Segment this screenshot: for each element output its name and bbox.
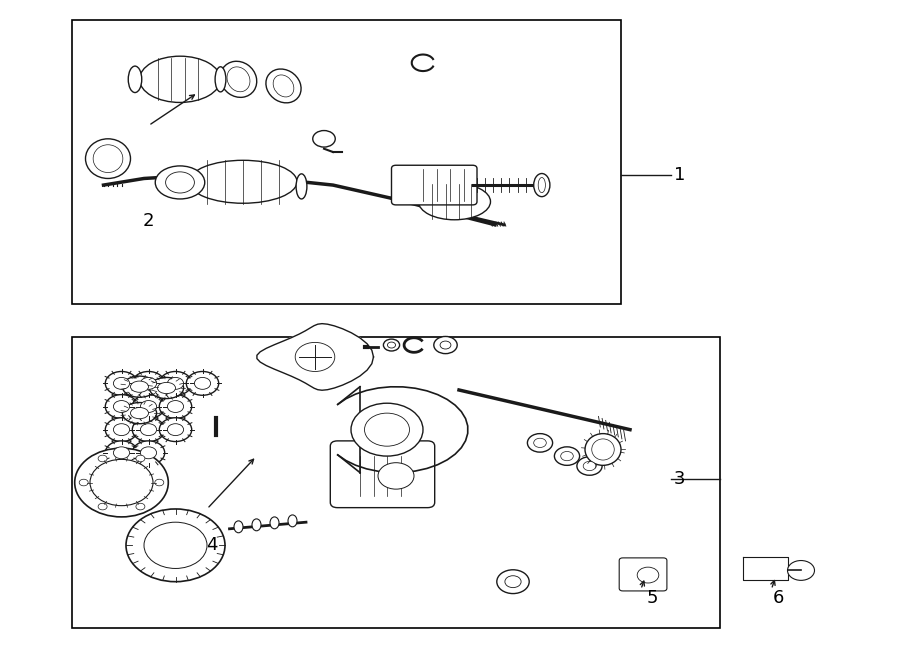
Text: 6: 6 [773, 589, 784, 607]
Ellipse shape [434, 336, 457, 354]
Ellipse shape [577, 457, 602, 475]
Bar [72, 20, 621, 304]
Circle shape [378, 463, 414, 489]
Ellipse shape [585, 434, 621, 465]
Circle shape [167, 377, 184, 389]
Polygon shape [256, 324, 374, 390]
Text: 2: 2 [143, 212, 154, 231]
Ellipse shape [129, 66, 142, 93]
Circle shape [105, 371, 138, 395]
Circle shape [140, 447, 157, 459]
Ellipse shape [440, 341, 451, 349]
Ellipse shape [149, 377, 184, 399]
Text: 3: 3 [674, 470, 685, 488]
FancyBboxPatch shape [619, 558, 667, 591]
Circle shape [159, 418, 192, 442]
Ellipse shape [387, 342, 396, 348]
Circle shape [505, 576, 521, 588]
Circle shape [167, 424, 184, 436]
Ellipse shape [534, 174, 550, 197]
Circle shape [155, 479, 164, 486]
Ellipse shape [158, 382, 176, 393]
Circle shape [159, 371, 192, 395]
Ellipse shape [266, 69, 302, 103]
Text: 5: 5 [647, 589, 658, 607]
Ellipse shape [296, 174, 307, 199]
Circle shape [105, 395, 138, 418]
Circle shape [136, 503, 145, 510]
Ellipse shape [592, 439, 614, 460]
Circle shape [194, 377, 211, 389]
Ellipse shape [130, 407, 148, 419]
Bar [72, 337, 720, 628]
Circle shape [637, 567, 659, 583]
Ellipse shape [418, 183, 490, 219]
Ellipse shape [538, 178, 545, 193]
Text: 1: 1 [674, 166, 685, 184]
Polygon shape [742, 557, 788, 580]
Circle shape [132, 371, 165, 395]
Ellipse shape [166, 172, 194, 193]
Circle shape [98, 503, 107, 510]
Polygon shape [338, 387, 468, 473]
Ellipse shape [227, 67, 250, 92]
Circle shape [140, 401, 157, 412]
Circle shape [132, 395, 165, 418]
Circle shape [140, 377, 157, 389]
Ellipse shape [534, 438, 546, 447]
Ellipse shape [527, 434, 553, 452]
Circle shape [140, 424, 157, 436]
Circle shape [144, 522, 207, 568]
Circle shape [105, 441, 138, 465]
Circle shape [113, 401, 130, 412]
Ellipse shape [140, 56, 220, 102]
Ellipse shape [94, 145, 122, 173]
Circle shape [364, 413, 410, 446]
Circle shape [788, 561, 814, 580]
Circle shape [167, 401, 184, 412]
Circle shape [136, 455, 145, 462]
Circle shape [90, 459, 153, 506]
FancyBboxPatch shape [330, 441, 435, 508]
Ellipse shape [215, 67, 226, 92]
Ellipse shape [270, 517, 279, 529]
Ellipse shape [252, 519, 261, 531]
Circle shape [497, 570, 529, 594]
Ellipse shape [561, 451, 573, 461]
Circle shape [98, 455, 107, 462]
Circle shape [105, 418, 138, 442]
Ellipse shape [220, 61, 256, 97]
Circle shape [75, 448, 168, 517]
Circle shape [113, 424, 130, 436]
Text: 4: 4 [206, 536, 217, 555]
Circle shape [113, 447, 130, 459]
Circle shape [132, 441, 165, 465]
Ellipse shape [122, 376, 157, 397]
Circle shape [351, 403, 423, 456]
Ellipse shape [383, 339, 400, 351]
Circle shape [159, 395, 192, 418]
Circle shape [295, 342, 335, 371]
Ellipse shape [86, 139, 130, 178]
Ellipse shape [122, 403, 157, 424]
FancyBboxPatch shape [392, 165, 477, 205]
Ellipse shape [189, 161, 297, 204]
Circle shape [132, 418, 165, 442]
Ellipse shape [288, 515, 297, 527]
Ellipse shape [273, 75, 294, 97]
Circle shape [126, 509, 225, 582]
Ellipse shape [583, 461, 596, 471]
Circle shape [79, 479, 88, 486]
Ellipse shape [554, 447, 580, 465]
Ellipse shape [155, 166, 205, 199]
Circle shape [113, 377, 130, 389]
Ellipse shape [313, 130, 335, 147]
Circle shape [186, 371, 219, 395]
Ellipse shape [130, 381, 148, 392]
Ellipse shape [234, 521, 243, 533]
